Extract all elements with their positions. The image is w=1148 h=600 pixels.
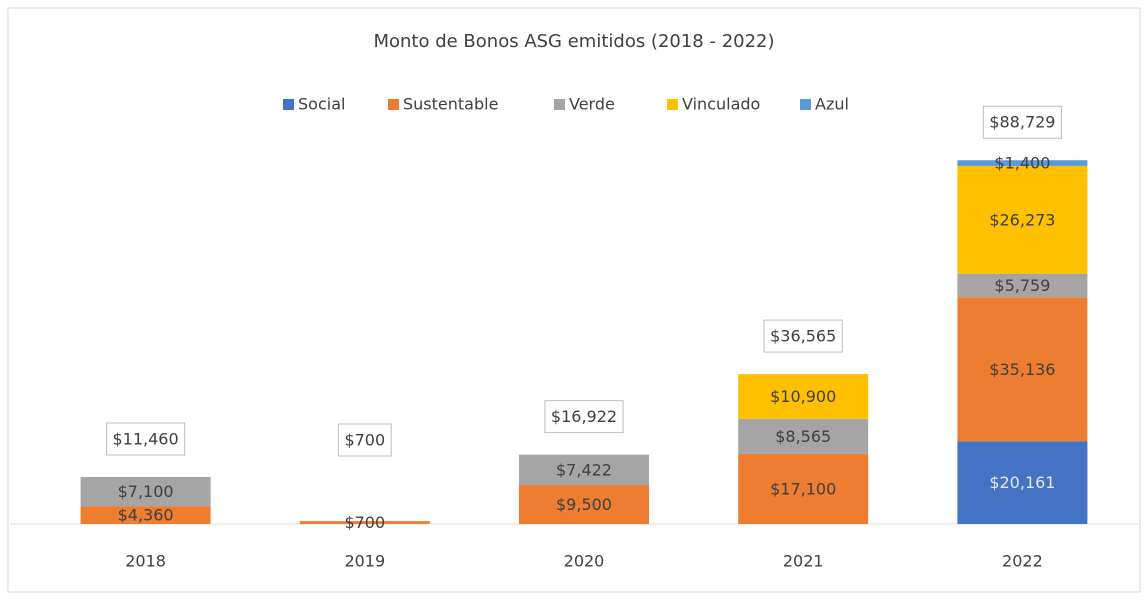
x-tick-label: 2019 bbox=[344, 552, 385, 571]
data-label: $35,136 bbox=[989, 360, 1055, 379]
legend-label: Verde bbox=[569, 95, 615, 114]
legend-swatch bbox=[800, 99, 811, 110]
data-label: $1,400 bbox=[994, 154, 1050, 173]
legend-swatch bbox=[283, 99, 294, 110]
data-label: $700 bbox=[344, 513, 385, 532]
bar-segment bbox=[80, 477, 211, 507]
total-label-box bbox=[544, 400, 624, 434]
legend-swatch bbox=[667, 99, 678, 110]
total-label: $11,460 bbox=[113, 430, 179, 449]
bar-segment bbox=[738, 453, 869, 524]
total-label: $700 bbox=[344, 431, 385, 450]
data-label: $8,565 bbox=[775, 427, 831, 446]
x-tick-label: 2022 bbox=[1002, 552, 1043, 571]
bar-segment bbox=[957, 441, 1088, 524]
bar-segment bbox=[957, 165, 1088, 274]
data-label: $7,100 bbox=[118, 482, 174, 501]
legend-label: Azul bbox=[815, 95, 849, 114]
bar-segment bbox=[957, 297, 1088, 442]
bar-segment bbox=[957, 160, 1088, 166]
data-label: $9,500 bbox=[556, 495, 612, 514]
legend-swatch bbox=[388, 99, 399, 110]
total-label-box bbox=[106, 422, 186, 456]
data-label: $26,273 bbox=[989, 210, 1055, 229]
data-label: $5,759 bbox=[994, 276, 1050, 295]
bar-segment bbox=[957, 273, 1088, 298]
total-label-box bbox=[337, 423, 392, 457]
total-label: $88,729 bbox=[989, 113, 1055, 132]
total-label-box bbox=[763, 319, 843, 353]
bar-segment bbox=[519, 485, 649, 524]
chart-title: Monto de Bonos ASG emitidos (2018 - 2022… bbox=[373, 31, 774, 52]
data-label: $7,422 bbox=[556, 460, 612, 479]
bar-segment bbox=[519, 454, 649, 486]
data-label: $4,360 bbox=[118, 506, 174, 525]
bar-segment bbox=[299, 521, 430, 524]
data-label: $20,161 bbox=[989, 473, 1055, 492]
bar-segment bbox=[738, 374, 869, 419]
data-label: $17,100 bbox=[770, 479, 836, 498]
data-label: $10,900 bbox=[770, 387, 836, 406]
legend-label: Sustentable bbox=[403, 95, 498, 114]
bar-segment bbox=[738, 418, 869, 454]
total-label-box bbox=[982, 105, 1062, 139]
total-label: $16,922 bbox=[551, 407, 617, 426]
x-tick-label: 2020 bbox=[564, 552, 605, 571]
legend-label: Social bbox=[298, 95, 345, 114]
legend-swatch bbox=[554, 99, 565, 110]
x-tick-label: 2018 bbox=[125, 552, 166, 571]
legend-label: Vinculado bbox=[682, 95, 760, 114]
total-label: $36,565 bbox=[770, 327, 836, 346]
bar-segment bbox=[80, 506, 211, 524]
x-tick-label: 2021 bbox=[783, 552, 824, 571]
